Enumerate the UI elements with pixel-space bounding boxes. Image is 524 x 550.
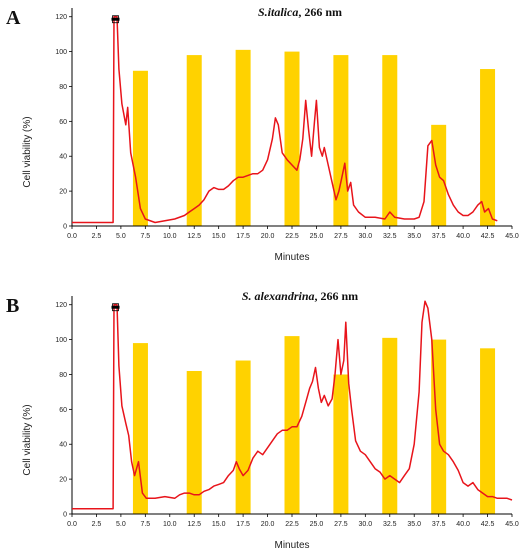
chart-title-rest: , 266 nm <box>315 289 359 303</box>
x-tick-label: 35.0 <box>407 521 421 528</box>
x-tick-label: 17.5 <box>236 233 250 240</box>
x-tick-label: 25.0 <box>310 233 324 240</box>
y-tick-label: 120 <box>55 14 67 21</box>
x-tick-label: 42.5 <box>481 521 495 528</box>
y-tick-label: 40 <box>59 154 67 161</box>
x-tick-label: 27.5 <box>334 233 348 240</box>
trace-line <box>72 300 513 510</box>
x-tick-label: 2.5 <box>92 233 102 240</box>
x-tick-label: 2.5 <box>92 521 102 528</box>
bar <box>382 337 398 514</box>
bar <box>235 49 251 226</box>
x-tick-label: 20.0 <box>261 233 275 240</box>
peak-marker-group <box>111 15 120 24</box>
bar <box>333 374 349 514</box>
x-ticks-group: 0.0 2.5 5.0 7.5 10.0 12.5 15.0 17.5 20.0 22.5 25.0… <box>67 226 519 240</box>
x-tick-label: 45.0 <box>505 233 519 240</box>
x-tick-label: 0.0 <box>67 521 77 528</box>
x-tick-label: 42.5 <box>481 233 495 240</box>
peak-marker-bar <box>111 305 120 309</box>
x-tick-label: 22.5 <box>285 233 299 240</box>
bars-group <box>132 336 496 514</box>
x-tick-label: 32.5 <box>383 233 397 240</box>
bar <box>186 370 202 514</box>
y-axis-label: Cell viability (%) <box>22 116 33 187</box>
x-axis-label: Minutes <box>274 252 309 263</box>
x-tick-label: 20.0 <box>261 521 275 528</box>
panel-b: B S. alexandrina, 266 nm Cell viability … <box>6 289 519 550</box>
x-tick-label: 17.5 <box>236 521 250 528</box>
chart-title: S.italica, 266 nm <box>258 5 342 19</box>
bar <box>382 55 398 227</box>
x-tick-label: 32.5 <box>383 521 397 528</box>
chart-title-italic: S. alexandrina <box>242 289 315 303</box>
trace-group <box>72 300 513 510</box>
bar <box>284 336 300 514</box>
chart-title-italic: S.italica <box>258 5 298 19</box>
x-ticks-group: 0.0 2.5 5.0 7.5 10.0 12.5 15.0 17.5 20.0 22.5 25.0… <box>67 514 519 528</box>
bars-group <box>132 49 496 227</box>
y-tick-label: 80 <box>59 372 67 379</box>
panel-label: B <box>6 295 19 317</box>
trace-line <box>72 15 498 224</box>
y-ticks-group: 0 20 40 60 80 100 120 <box>55 14 72 231</box>
y-tick-label: 80 <box>59 84 67 91</box>
bar <box>284 51 300 226</box>
peak-marker-bar <box>111 17 120 21</box>
bar <box>132 70 148 226</box>
trace-group <box>72 15 498 224</box>
x-tick-label: 40.0 <box>456 521 470 528</box>
x-tick-label: 0.0 <box>67 233 77 240</box>
x-tick-label: 40.0 <box>456 233 470 240</box>
x-tick-label: 10.0 <box>163 233 177 240</box>
x-tick-label: 25.0 <box>310 521 324 528</box>
y-tick-label: 120 <box>55 302 67 309</box>
x-tick-label: 10.0 <box>163 521 177 528</box>
peak-marker-group <box>111 303 120 312</box>
x-tick-label: 15.0 <box>212 521 226 528</box>
panel-a: A S.italica, 266 nm Cell viability (%) M… <box>6 5 519 263</box>
chart-title-rest: , 266 nm <box>298 5 342 19</box>
y-tick-label: 60 <box>59 119 67 126</box>
x-tick-label: 5.0 <box>116 521 126 528</box>
x-tick-label: 27.5 <box>334 521 348 528</box>
y-tick-label: 20 <box>59 189 67 196</box>
y-tick-label: 0 <box>63 512 67 519</box>
x-tick-label: 45.0 <box>505 521 519 528</box>
x-tick-label: 37.5 <box>432 521 446 528</box>
chart-title: S. alexandrina, 266 nm <box>242 289 358 303</box>
y-tick-label: 60 <box>59 407 67 414</box>
bar <box>480 348 496 514</box>
x-tick-label: 12.5 <box>187 521 201 528</box>
x-tick-label: 30.0 <box>359 233 373 240</box>
y-axis-label: Cell viability (%) <box>22 404 33 475</box>
x-tick-label: 37.5 <box>432 233 446 240</box>
bar <box>186 55 202 227</box>
panel-label: A <box>6 7 21 29</box>
bar <box>235 360 251 514</box>
y-tick-label: 100 <box>55 337 67 344</box>
x-tick-label: 7.5 <box>140 521 150 528</box>
y-tick-label: 40 <box>59 442 67 449</box>
y-tick-label: 20 <box>59 477 67 484</box>
bar <box>480 69 496 226</box>
x-tick-label: 12.5 <box>187 233 201 240</box>
x-tick-label: 15.0 <box>212 233 226 240</box>
y-tick-label: 0 <box>63 224 67 231</box>
x-tick-label: 7.5 <box>140 233 150 240</box>
bar <box>333 55 349 227</box>
y-tick-label: 100 <box>55 49 67 56</box>
x-axis-label: Minutes <box>274 540 309 550</box>
x-tick-label: 35.0 <box>407 233 421 240</box>
y-ticks-group: 0 20 40 60 80 100 120 <box>55 302 72 519</box>
x-tick-label: 22.5 <box>285 521 299 528</box>
x-tick-label: 5.0 <box>116 233 126 240</box>
bar <box>132 343 148 514</box>
x-tick-label: 30.0 <box>359 521 373 528</box>
